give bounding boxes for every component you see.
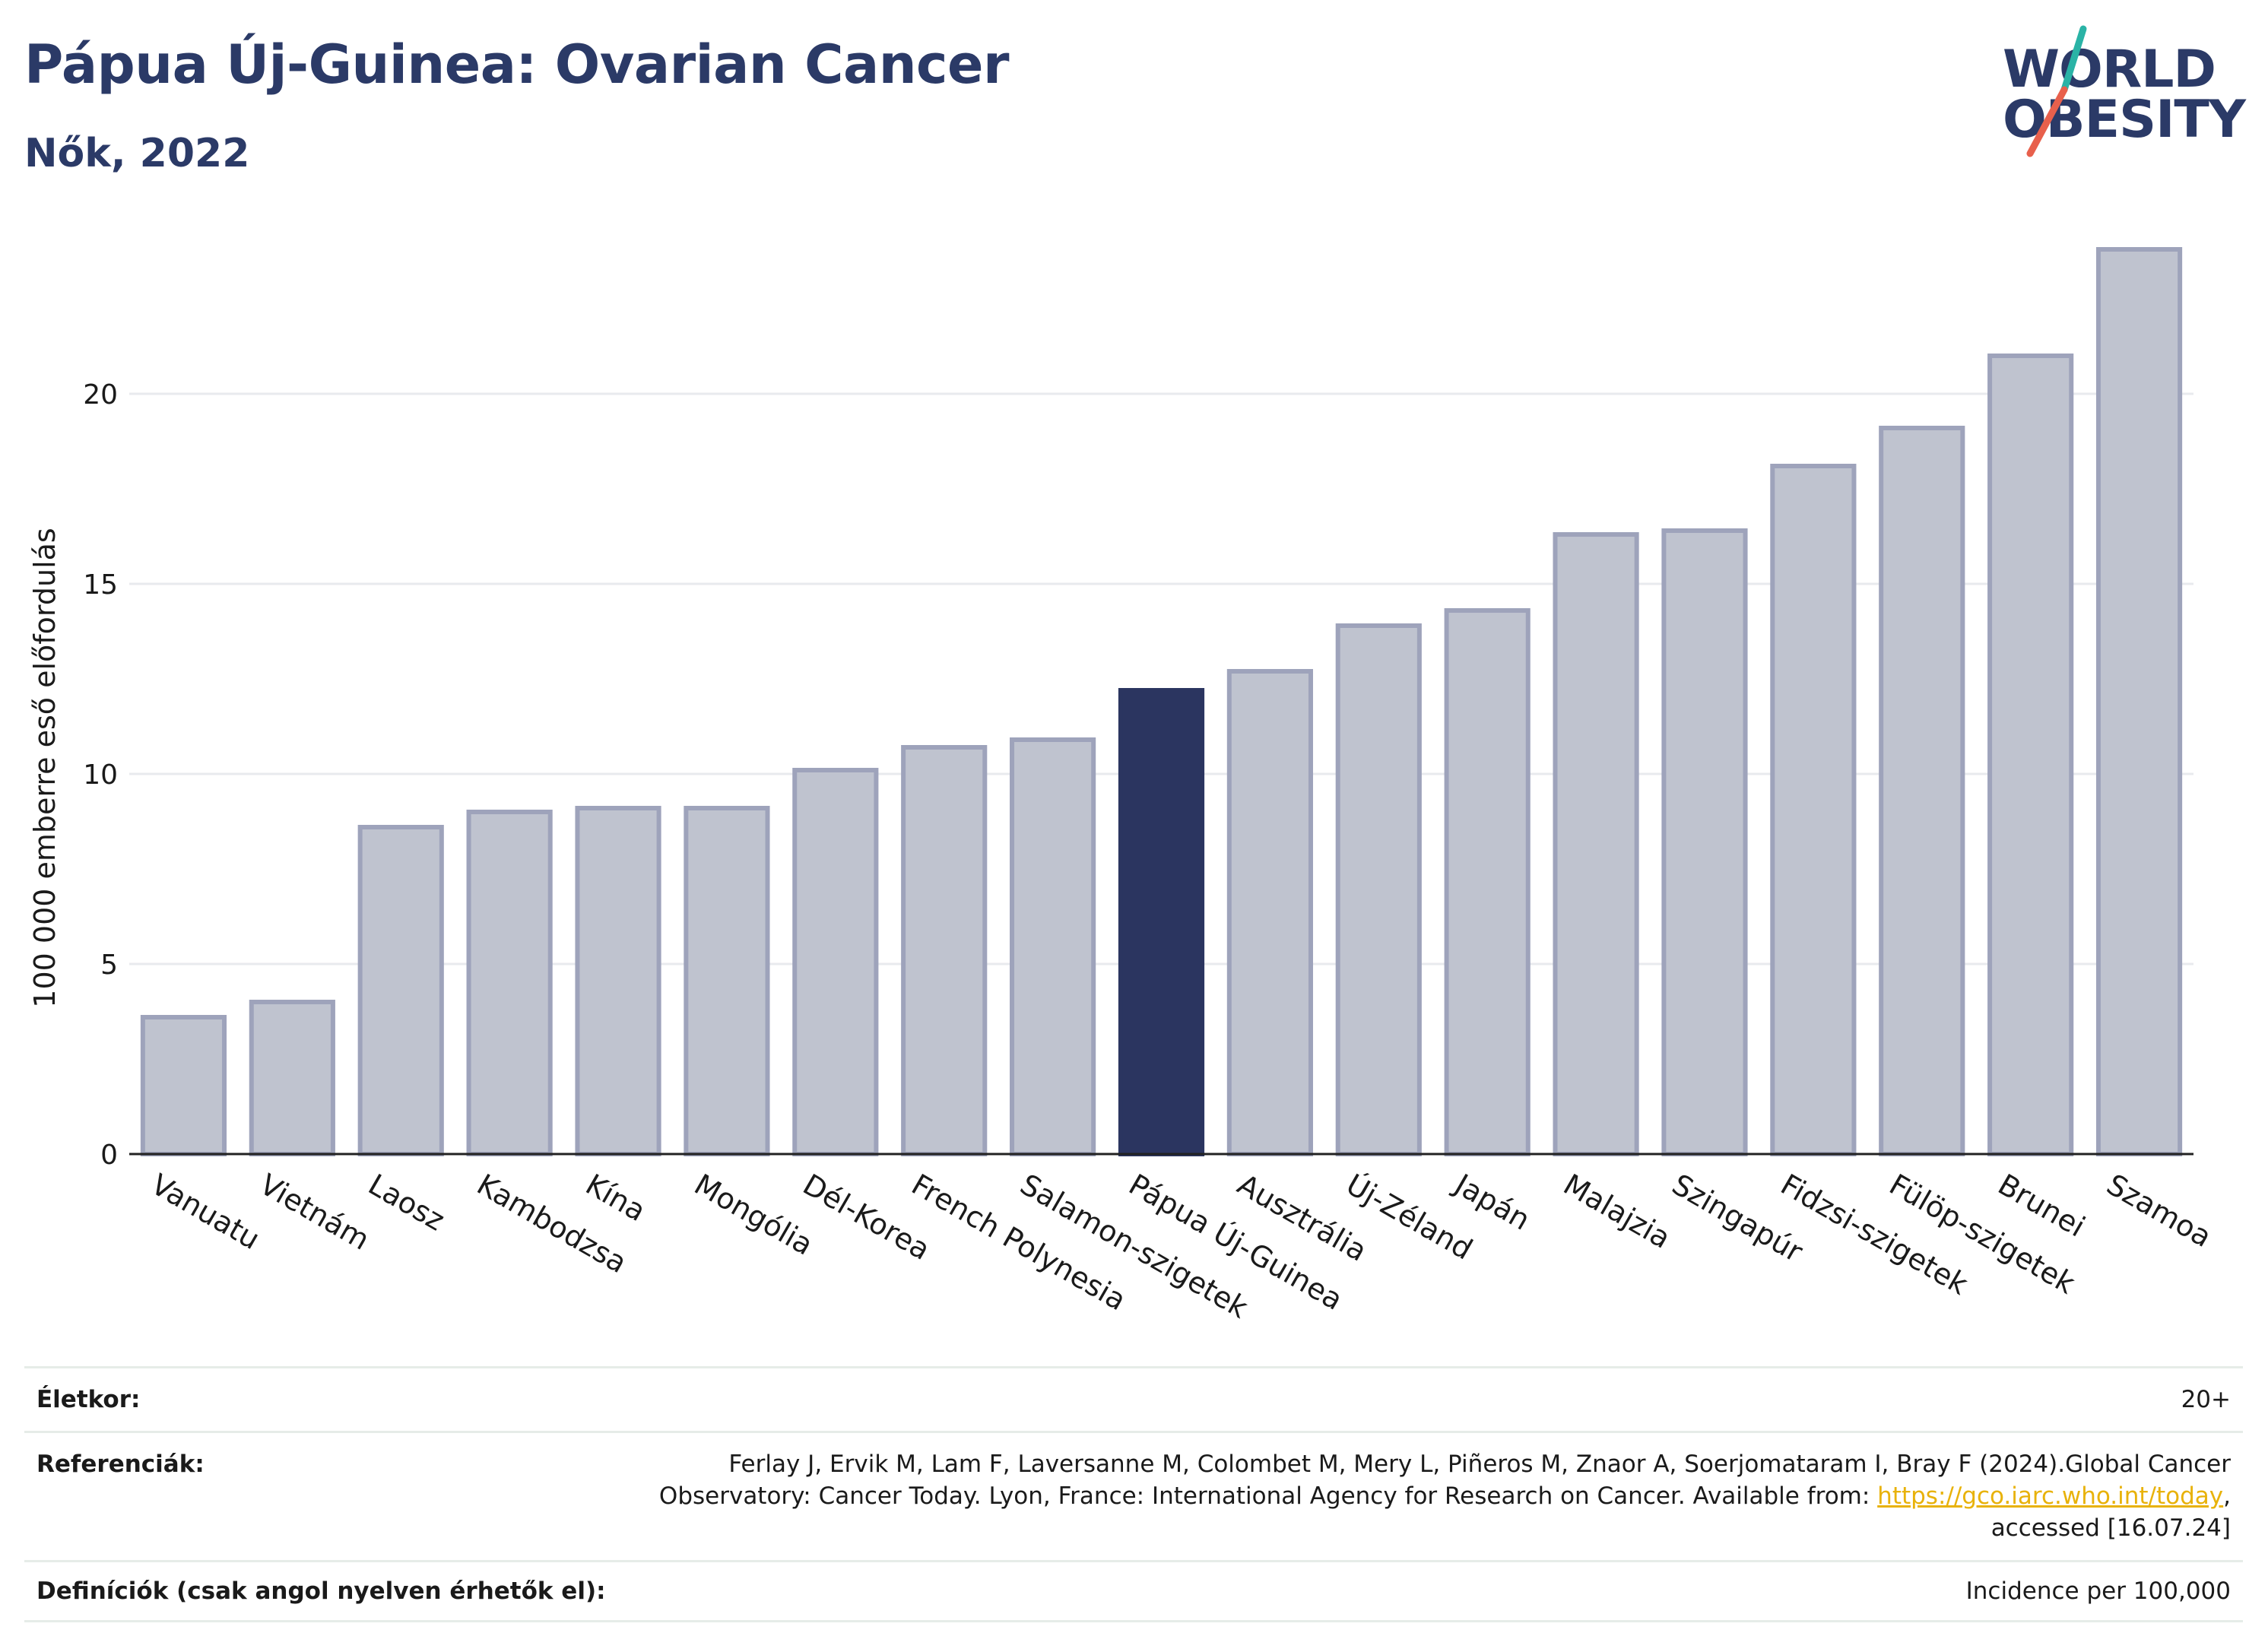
x-tick-label: Vanuatu [145,1168,265,1256]
x-tick-label: Szamoa [2101,1168,2217,1254]
chart-footer: Életkor: 20+ Referenciák: Ferlay J, Ervi… [24,1366,2243,1622]
bar-7 [901,745,988,1156]
bar-13 [1553,532,1639,1156]
x-tick-label: Vietnám [254,1168,375,1257]
x-tick-label: Mongólia [689,1168,819,1262]
references-text-part-2: , accessed [16.07.24] [1990,1482,2231,1542]
world-obesity-logo: WORLD OBESITY [1992,23,2246,160]
bar-0 [140,1015,227,1156]
bar-12 [1444,608,1531,1156]
age-value: 20+ [2181,1386,2231,1413]
references-link[interactable]: https://gco.iarc.who.int/today [1877,1482,2224,1510]
bar-11 [1335,623,1422,1156]
chart-subtitle: Nők, 2022 [24,131,250,176]
logo-line-1: WORLD [2003,40,2216,100]
bar-9 [1118,688,1205,1156]
x-tick-label: Kína [580,1168,652,1229]
bar-15 [1770,464,1857,1156]
y-tick-label: 0 [100,1140,118,1171]
logo-slash-icon [2026,25,2087,157]
bar-18 [2095,247,2183,1156]
bar-6 [792,768,879,1156]
bar-10 [1226,669,1313,1156]
bar-16 [1879,426,1965,1156]
definitions-label: Definíciók (csak angol nyelven érhetők e… [36,1577,606,1605]
x-tick-label: Laosz [363,1168,450,1238]
x-tick-label: Fidzsi-szigetek [1775,1168,1974,1302]
age-row: Életkor: 20+ [24,1366,2243,1431]
bar-14 [1661,528,1748,1156]
definitions-row: Definíciók (csak angol nyelven érhetők e… [24,1560,2243,1622]
x-tick-label: Malajzia [1558,1168,1676,1255]
definitions-value: Incidence per 100,000 [1965,1577,2231,1605]
bar-17 [1987,354,2074,1156]
x-tick-label: Fülöp-szigetek [1884,1168,2081,1301]
y-tick-label: 10 [83,759,118,791]
references-label: Referenciák: [36,1451,205,1478]
bar-3 [466,810,553,1156]
references-text-part-1: Ferlay J, Ervik M, Lam F, Laversanne M, … [658,1451,2231,1510]
references-text: Ferlay J, Ervik M, Lam F, Laversanne M, … [596,1448,2231,1544]
bars [140,247,2183,1156]
age-label: Életkor: [36,1386,141,1413]
bar-1 [249,1000,335,1156]
references-row: Referenciák: Ferlay J, Ervik M, Lam F, L… [24,1431,2243,1560]
bar-2 [357,825,444,1156]
x-tick-label: Japán [1448,1167,1536,1237]
y-axis-label: 100 000 emberre eső előfordulás [28,528,62,1007]
y-tick-label: 5 [100,950,118,981]
y-tick-labels: 0 5 10 15 20 [83,379,118,1171]
y-tick-label: 20 [83,379,118,411]
bar-8 [1010,737,1096,1156]
bar-5 [684,806,770,1156]
bar-4 [575,806,661,1156]
y-tick-label: 15 [83,569,118,601]
chart-title: Pápua Új-Guinea: Ovarian Cancer [24,33,1010,96]
logo-line-2: OBESITY [2003,90,2246,150]
